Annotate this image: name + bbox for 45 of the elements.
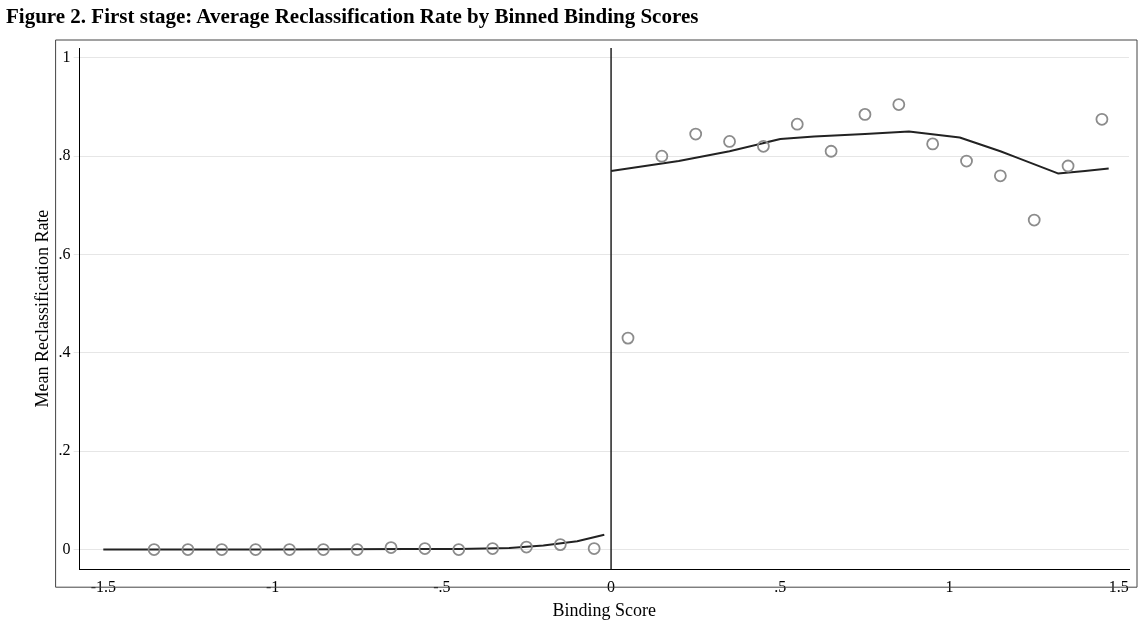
point — [993, 169, 1007, 183]
point — [587, 542, 601, 555]
x-axis-title: Binding Score — [552, 599, 657, 620]
point — [892, 98, 906, 111]
point — [486, 542, 499, 555]
point — [249, 543, 263, 556]
point — [1027, 213, 1041, 227]
point — [520, 540, 533, 554]
point — [621, 331, 635, 345]
point — [350, 543, 364, 556]
point — [283, 543, 296, 556]
point — [757, 139, 770, 153]
point — [790, 117, 804, 131]
y-tick-label: 1 — [62, 48, 71, 66]
point — [655, 149, 669, 163]
y-tick-label: .2 — [58, 441, 71, 459]
point — [1061, 159, 1075, 173]
point — [824, 144, 838, 158]
y-tick-label: 0 — [62, 539, 71, 557]
chart-title: Figure 2. First stage: Average Reclassification Rate by Binned Binding Scores — [6, 4, 700, 30]
x-tick-label: -.5 — [433, 578, 451, 595]
y-tick-label: .8 — [58, 146, 71, 164]
x-tick-label: 1.5 — [1108, 578, 1129, 595]
x-tick-label: .5 — [774, 578, 787, 595]
point — [689, 127, 703, 141]
y-axis-title: Mean Reclassification Rate — [31, 209, 52, 408]
point — [960, 154, 973, 168]
point — [926, 137, 940, 151]
point — [553, 538, 567, 552]
point — [147, 543, 161, 556]
point — [316, 543, 330, 556]
x-tick-label: -1 — [265, 578, 280, 595]
point — [723, 135, 736, 148]
point — [452, 543, 466, 556]
x-tick-label: -1.5 — [90, 578, 116, 595]
point — [181, 543, 195, 556]
x-tick-label: 1 — [945, 578, 954, 595]
point — [384, 541, 398, 554]
point — [858, 107, 872, 121]
point — [215, 543, 229, 556]
x-tick-label: 0 — [607, 578, 616, 595]
point — [1095, 112, 1109, 126]
y-tick-label: .6 — [58, 244, 71, 262]
y-tick-label: .4 — [58, 343, 71, 361]
point — [418, 542, 432, 555]
